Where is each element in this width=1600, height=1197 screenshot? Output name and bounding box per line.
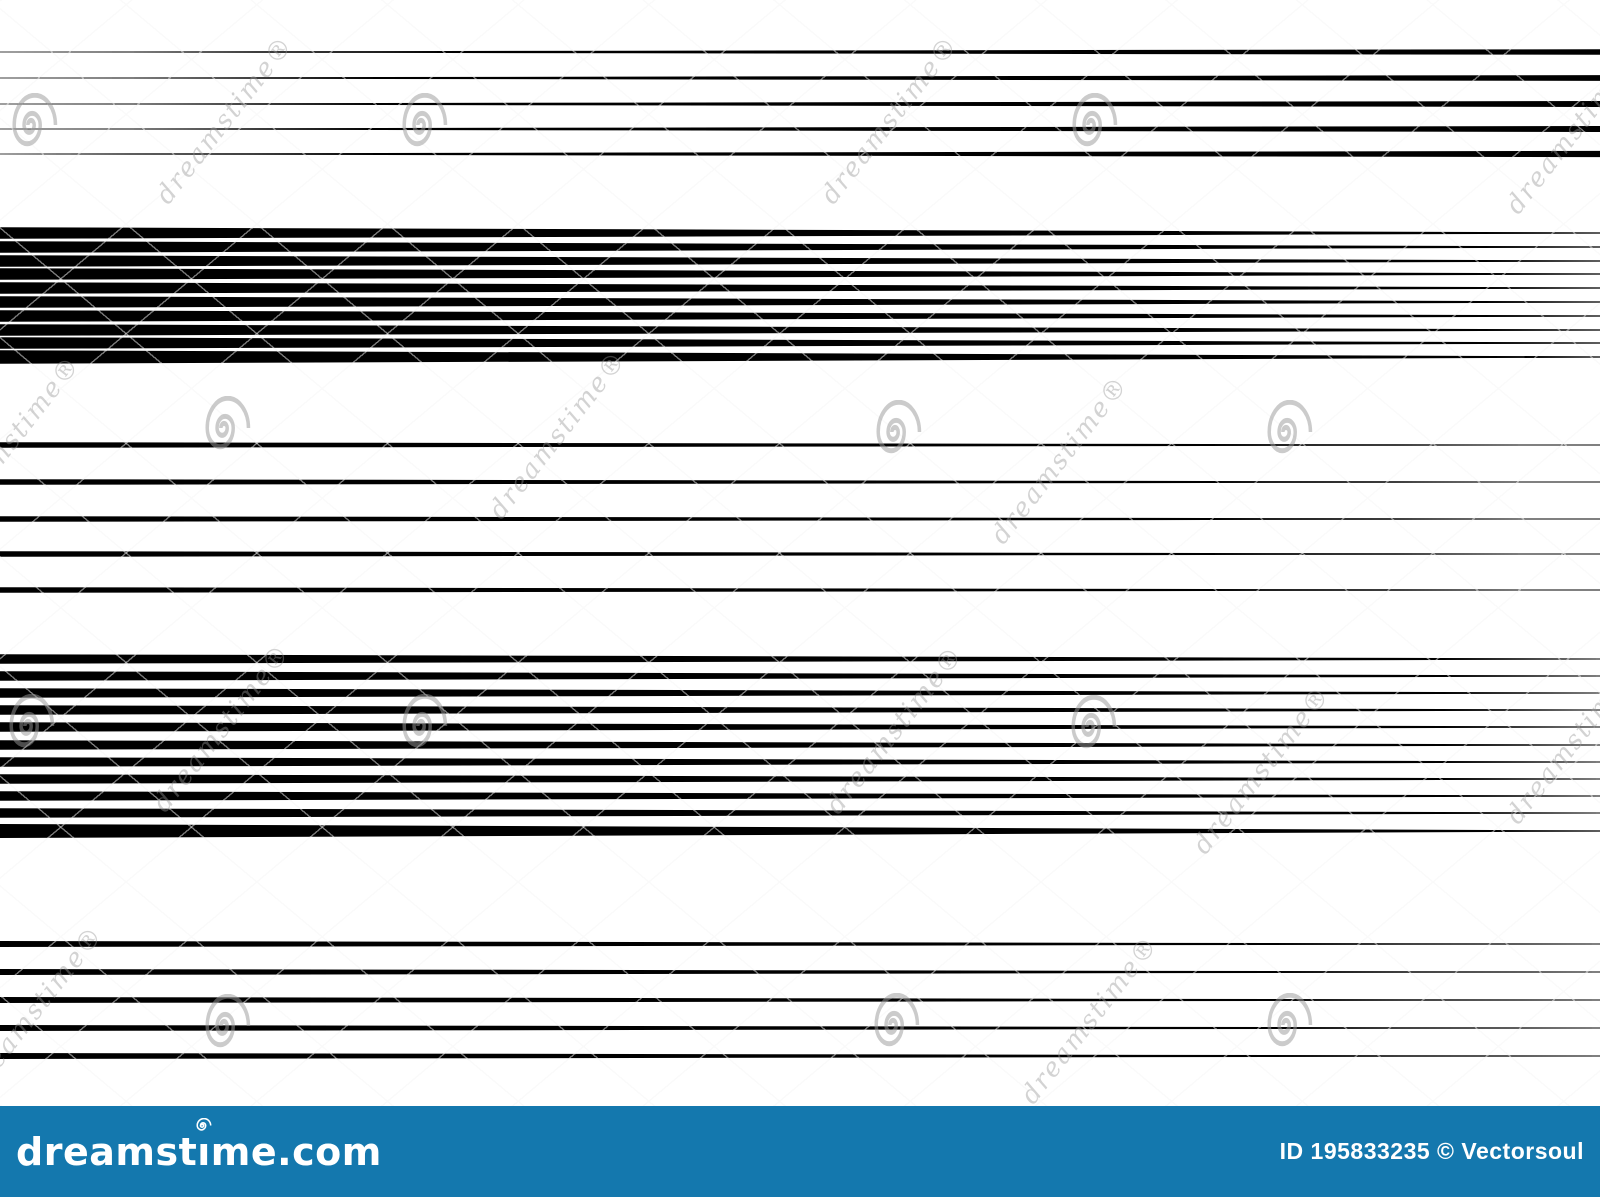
speed-line xyxy=(0,350,1600,364)
speed-line xyxy=(0,1025,1600,1031)
logo-letter-i-glyph: ı xyxy=(197,1129,211,1174)
logo-spiral-icon xyxy=(196,1117,212,1131)
speed-line xyxy=(0,296,1600,308)
speed-line xyxy=(0,255,1600,267)
speed-line xyxy=(0,671,1600,681)
speed-line xyxy=(0,757,1600,767)
speed-line xyxy=(0,516,1600,522)
speed-line xyxy=(0,101,1600,107)
speed-line xyxy=(0,654,1600,664)
speed-line xyxy=(0,551,1600,557)
speed-line xyxy=(0,282,1600,294)
image-credit: ID 195833235 © Vectorsoul xyxy=(1279,1138,1584,1164)
speed-line xyxy=(0,49,1600,55)
speed-line xyxy=(0,774,1600,784)
speed-line xyxy=(0,722,1600,732)
speed-line xyxy=(0,324,1600,336)
speed-line xyxy=(0,75,1600,81)
speed-line xyxy=(0,997,1600,1003)
footer-bar: dreamst ı me.com ID 195833235 © Vectorsoul xyxy=(0,1106,1600,1197)
speed-line xyxy=(0,740,1600,750)
speed-line xyxy=(0,941,1600,947)
speed-lines-artwork xyxy=(0,49,1600,1059)
speed-line xyxy=(0,150,1600,158)
speed-line xyxy=(0,337,1600,349)
logo-letter-i: ı xyxy=(196,1117,212,1174)
speed-line xyxy=(0,688,1600,698)
speed-line xyxy=(0,241,1600,253)
speed-line xyxy=(0,705,1600,715)
speed-line xyxy=(0,442,1600,448)
speed-line xyxy=(0,791,1600,801)
speed-line xyxy=(0,808,1600,818)
dreamstime-logo: dreamst ı me.com xyxy=(16,1117,382,1174)
logo-text-prefix: dreamst xyxy=(16,1129,198,1174)
speed-line xyxy=(0,268,1600,280)
speed-line xyxy=(0,824,1600,838)
speed-line xyxy=(0,587,1600,593)
speed-line xyxy=(0,310,1600,322)
speed-line xyxy=(0,1053,1600,1059)
speed-line xyxy=(0,969,1600,975)
logo-text-suffix: me.com xyxy=(210,1129,382,1174)
speed-line xyxy=(0,126,1600,132)
speed-line xyxy=(0,479,1600,485)
speed-line xyxy=(0,227,1600,239)
